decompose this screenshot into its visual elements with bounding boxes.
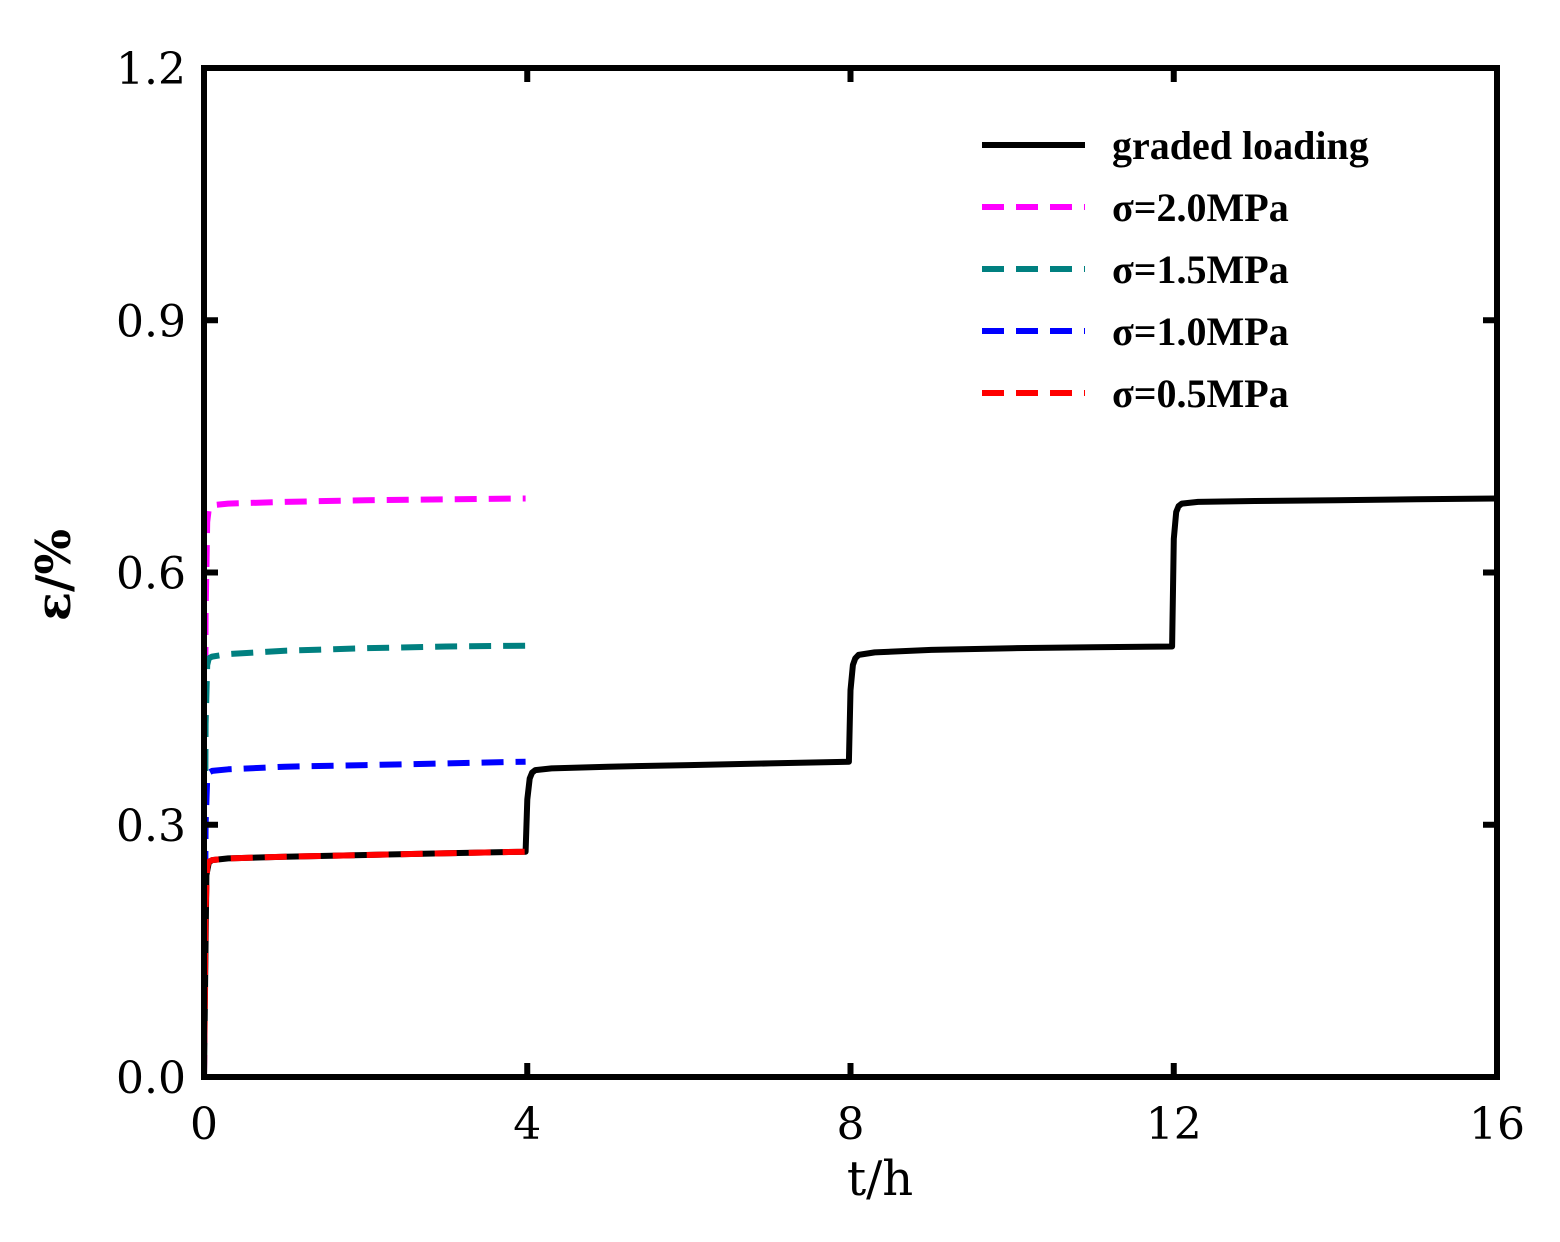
series-line-0 bbox=[201, 495, 1498, 1078]
legend-label: σ=2.0MPa bbox=[1112, 185, 1289, 230]
legend-label: σ=1.5MPa bbox=[1112, 247, 1289, 292]
legend-label: σ=1.0MPa bbox=[1112, 309, 1289, 354]
plot-frame bbox=[201, 65, 1500, 1080]
legend: graded loading σ=2.0MPa σ=1.5MPa σ=1.0MPa σ=… bbox=[982, 123, 1369, 416]
axes-layer: 0 4 8 12 16 0.0 0.3 0.6 0.9 1.2 bbox=[116, 44, 1525, 1150]
x-tick-label: 16 bbox=[1469, 1099, 1525, 1150]
y-axis-title: ε/% bbox=[26, 529, 82, 621]
x-tick-label: 0 bbox=[190, 1099, 218, 1150]
legend-label: σ=0.5MPa bbox=[1112, 371, 1289, 416]
y-tick-label: 0.6 bbox=[116, 549, 186, 600]
x-tick-label: 4 bbox=[513, 1099, 541, 1150]
legend-label: graded loading bbox=[1112, 123, 1369, 168]
y-tick-label: 1.2 bbox=[116, 44, 186, 95]
x-axis-title: t/h bbox=[847, 1151, 913, 1207]
series-layer bbox=[201, 495, 1498, 1078]
y-tick-label: 0.0 bbox=[116, 1053, 186, 1104]
x-tick-label: 12 bbox=[1146, 1099, 1202, 1150]
series-line-3 bbox=[201, 758, 526, 1078]
y-tick-label: 0.9 bbox=[116, 296, 186, 347]
x-tick-label: 8 bbox=[837, 1099, 865, 1150]
series-line-2 bbox=[201, 642, 526, 1078]
series-line-1 bbox=[201, 495, 526, 1078]
series-line-4 bbox=[201, 848, 526, 1078]
y-tick-label: 0.3 bbox=[116, 801, 186, 852]
